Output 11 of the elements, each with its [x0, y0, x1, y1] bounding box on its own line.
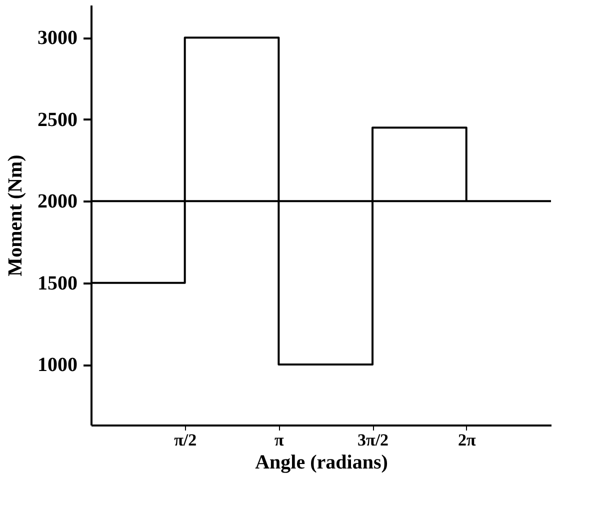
x-axis-title: Angle (radians)	[255, 452, 388, 474]
x-tick-label: π/2	[174, 430, 197, 450]
y-tick-label: 2000	[38, 190, 78, 213]
y-tick-label: 1500	[38, 272, 78, 294]
y-tick-label: 2500	[38, 108, 78, 131]
x-tick-label: π	[274, 430, 285, 450]
y-axis-title: Moment (Nm)	[4, 154, 26, 276]
y-tick-label: 3000	[38, 27, 78, 50]
y-tick-label: 1000	[38, 354, 78, 376]
x-tick-label: 2π	[458, 430, 476, 450]
x-tick-label: 3π/2	[357, 430, 389, 450]
